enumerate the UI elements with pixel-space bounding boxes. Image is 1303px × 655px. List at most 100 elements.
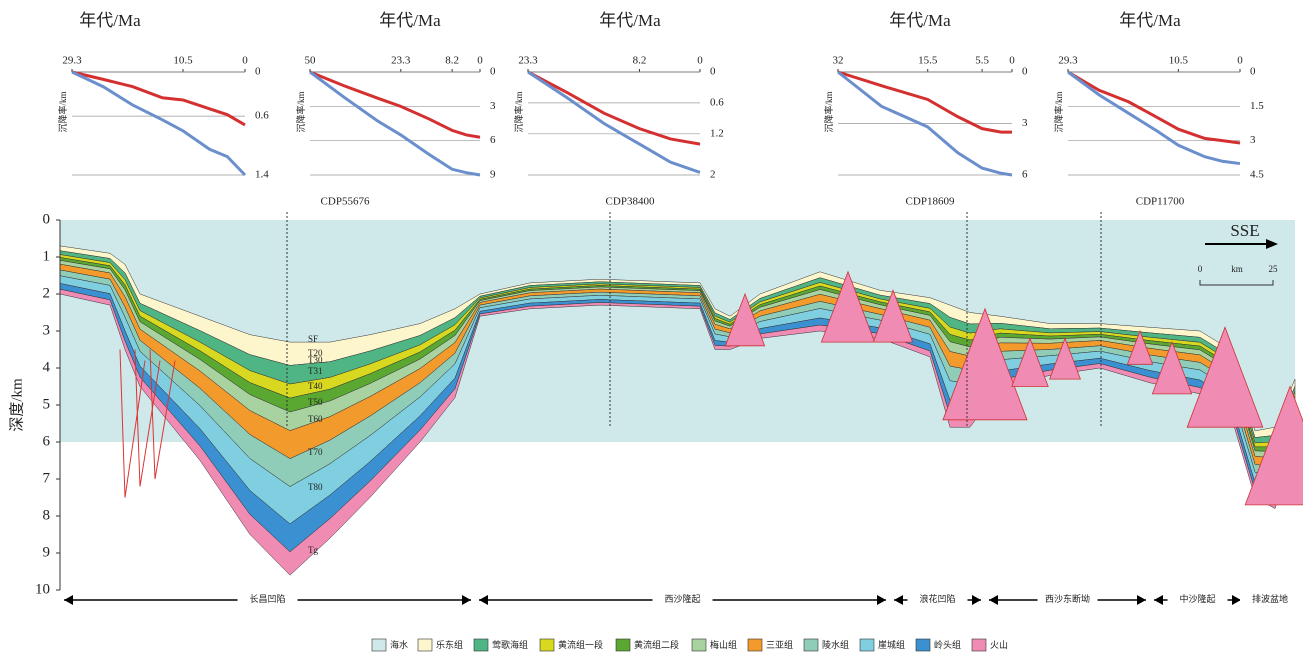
x-tick-label: 23.3	[391, 55, 411, 67]
x-tick-label: 32	[833, 55, 844, 67]
horizon-label: T40	[308, 381, 323, 391]
y-tick-label: 4.5	[1250, 169, 1264, 181]
region-arrow	[894, 595, 903, 605]
legend-label: 黄流组一段	[558, 639, 603, 650]
y-tick-label: 0	[710, 66, 716, 78]
x-tick-label: 10.5	[1169, 55, 1189, 67]
figure: 年代/Ma沉降率/km29.310.5000.61.4年代/Ma沉降率/km50…	[0, 0, 1303, 655]
y-tick-label: 0	[1022, 66, 1028, 78]
legend-swatch	[692, 639, 706, 651]
line-series	[1068, 72, 1240, 143]
legend-label: 崖城组	[878, 639, 905, 650]
y-tick-label: 1.4	[255, 169, 269, 181]
x-tick-label: 23.3	[518, 55, 538, 67]
cdp-label: CDP18609	[906, 196, 955, 208]
x-tick-label: 15.5	[918, 55, 938, 67]
x-tick-label: 8.2	[445, 55, 459, 67]
region-label: 排波盆地	[1252, 593, 1288, 604]
legend-label: 海水	[390, 639, 408, 650]
x-tick-label: 29.3	[62, 55, 82, 67]
x-tick-label: 0	[1009, 55, 1015, 67]
region-label: 西沙东断坳	[1045, 593, 1090, 604]
region-label: 长昌凹陷	[249, 593, 285, 604]
y-axis-label: 沉降率/km	[1053, 91, 1064, 132]
y-tick-label: 2	[710, 169, 716, 181]
legend-swatch	[616, 639, 630, 651]
chart-title: 年代/Ma	[889, 11, 951, 30]
horizon-label: T31	[308, 366, 323, 376]
cdp-label: CDP11700	[1136, 196, 1185, 208]
page: 年代/Ma沉降率/km29.310.5000.61.4年代/Ma沉降率/km50…	[0, 0, 1303, 655]
line-series	[528, 72, 700, 144]
x-tick-label: 8.2	[633, 55, 647, 67]
horizon-label: SF	[308, 334, 318, 344]
y-axis-label: 沉降率/km	[513, 91, 524, 132]
x-tick-label: 50	[305, 55, 317, 67]
y-tick-label: 9	[490, 169, 496, 181]
legend-label: 莺歌海组	[492, 639, 528, 650]
region-arrow	[462, 595, 471, 605]
x-tick-label: 10.5	[173, 55, 193, 67]
y-tick-label: 0	[43, 211, 51, 227]
legend-swatch	[474, 639, 488, 651]
y-tick-label: 3	[490, 100, 496, 112]
line-series	[310, 72, 480, 137]
legend-swatch	[804, 639, 818, 651]
horizon-label: T30	[308, 355, 323, 365]
y-axis-label: 沉降率/km	[295, 91, 306, 132]
line-series	[72, 72, 245, 175]
x-tick-label: 29.3	[1058, 55, 1078, 67]
line-series	[310, 72, 480, 175]
legend-swatch	[916, 639, 930, 651]
legend-swatch	[540, 639, 554, 651]
y-tick-label: 7	[43, 470, 51, 486]
chart-title: 年代/Ma	[599, 11, 661, 30]
horizon-label: T70	[308, 447, 323, 457]
legend-swatch	[972, 639, 986, 651]
y-tick-label: 5	[43, 396, 51, 412]
scale-label: 25	[1269, 264, 1279, 274]
chart-title: 年代/Ma	[79, 11, 141, 30]
y-tick-label: 9	[43, 544, 51, 560]
legend-label: 梅山组	[710, 639, 737, 650]
scale-label: km	[1231, 264, 1243, 274]
legend-swatch	[418, 639, 432, 651]
region-arrow	[1154, 595, 1163, 605]
chart-title: 年代/Ma	[379, 11, 441, 30]
x-tick-label: 0	[242, 55, 248, 67]
y-tick-label: 0	[255, 66, 261, 78]
chart-title: 年代/Ma	[1119, 11, 1181, 30]
region-arrow	[877, 595, 886, 605]
region-label: 西沙隆起	[664, 593, 700, 604]
y-tick-label: 3	[43, 322, 51, 338]
scale-label: 0	[1198, 264, 1203, 274]
x-tick-label: 0	[1237, 55, 1243, 67]
y-tick-label: 6	[1022, 169, 1028, 181]
y-tick-label: 0.6	[710, 96, 724, 108]
region-arrow	[972, 595, 981, 605]
legend-label: 乐东组	[436, 639, 463, 650]
x-tick-label: 0	[477, 55, 483, 67]
y-tick-label: 1.5	[1250, 100, 1264, 112]
y-tick-label: 3	[1022, 117, 1028, 129]
y-tick-label: 1	[43, 248, 51, 264]
legend-label: 陵水组	[822, 639, 849, 650]
y-tick-label: 6	[490, 134, 496, 146]
y-tick-label: 1.2	[710, 127, 724, 139]
line-series	[838, 72, 1012, 132]
legend-label: 黄流组二段	[634, 639, 679, 650]
y-tick-label: 0	[1250, 66, 1256, 78]
legend-label: 岭头组	[934, 639, 961, 650]
region-label: 中沙隆起	[1179, 593, 1215, 604]
region-arrow	[64, 595, 73, 605]
y-tick-label: 2	[43, 285, 51, 301]
region-label: 浪花凹陷	[919, 593, 955, 604]
region-arrow	[1232, 595, 1241, 605]
cdp-label: CDP38400	[606, 196, 655, 208]
y-axis-label: 沉降率/km	[823, 91, 834, 132]
y-tick-label: 3	[1250, 134, 1256, 146]
y-tick-label: 0	[490, 66, 496, 78]
legend-label: 火山	[990, 640, 1008, 650]
region-arrow	[989, 595, 998, 605]
x-tick-label: 5.5	[975, 55, 989, 67]
